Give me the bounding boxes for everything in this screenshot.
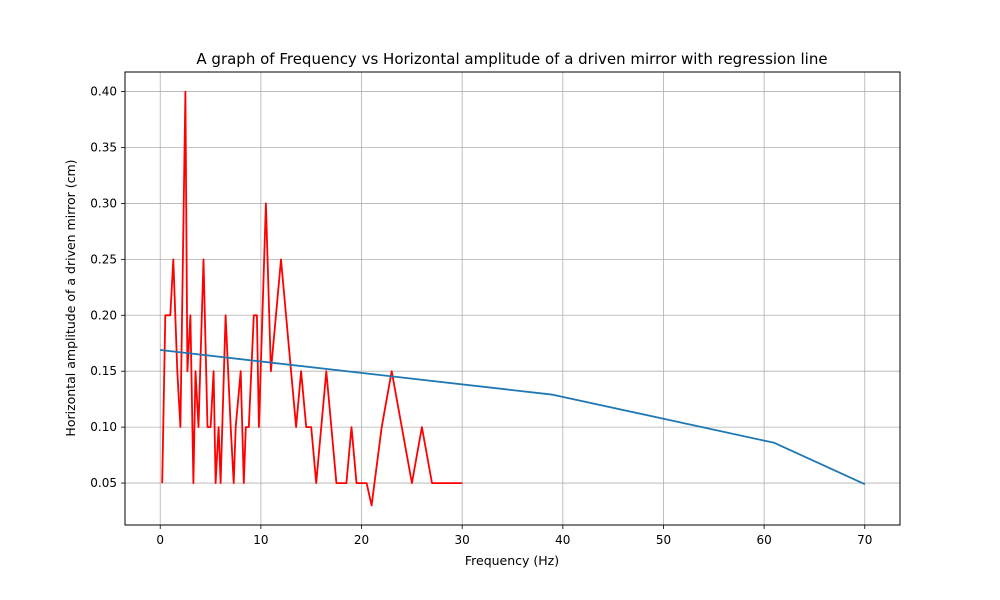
y-axis-label: Horizontal amplitude of a driven mirror … (63, 159, 78, 436)
plot-frame (124, 71, 901, 526)
x-axis-label: Frequency (Hz) (465, 553, 559, 568)
x-tick-label: 20 (354, 533, 369, 547)
x-tick-label: 0 (156, 533, 164, 547)
y-tick-label: 0.15 (90, 364, 117, 378)
chart-title: A graph of Frequency vs Horizontal ampli… (196, 50, 827, 68)
x-tick-label: 40 (555, 533, 570, 547)
plot-lines (160, 90, 866, 507)
x-tick-label: 50 (656, 533, 671, 547)
y-tick-label: 0.20 (90, 308, 117, 322)
regression-line (160, 349, 866, 486)
y-tick-label: 0.40 (90, 85, 117, 99)
axis-ticks: 0 10 20 30 40 50 60 70 0.05 0.10 0.15 0.20 0.25 0.30 0… (90, 85, 872, 547)
y-tick-label: 0.05 (90, 476, 117, 490)
y-tick-label: 0.25 (90, 252, 117, 266)
x-tick-label: 30 (455, 533, 470, 547)
measured-data-line (161, 90, 463, 507)
x-tick-label: 10 (253, 533, 268, 547)
x-tick-label: 70 (857, 533, 872, 547)
y-tick-label: 0.35 (90, 141, 117, 155)
y-tick-label: 0.30 (90, 196, 117, 210)
x-tick-label: 60 (756, 533, 771, 547)
y-tick-label: 0.10 (90, 420, 117, 434)
